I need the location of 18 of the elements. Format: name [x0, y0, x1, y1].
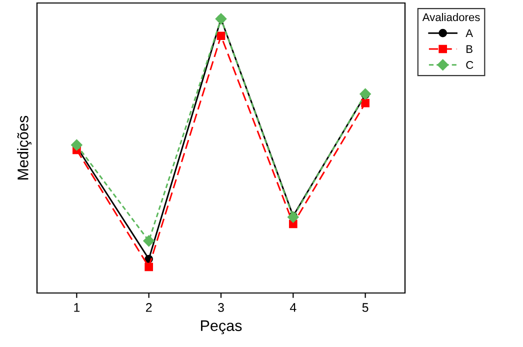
x-axis-title: Peças [201, 320, 242, 334]
point [216, 32, 226, 40]
x-tick-label: 2 [146, 303, 152, 312]
y-axis-title: Medições [17, 116, 32, 180]
legend-title: Avaliadores [422, 13, 480, 22]
point [144, 262, 154, 272]
legend-label: C [466, 61, 474, 69]
x-tick-label: 1 [74, 303, 80, 312]
legend-label: A [466, 29, 473, 37]
point [361, 98, 370, 108]
x-tick-label: 5 [362, 303, 368, 312]
legend-label: B [466, 45, 472, 53]
x-tick-label: 4 [290, 303, 296, 312]
point [288, 211, 299, 223]
x-tick-label: 3 [218, 303, 224, 312]
point [143, 235, 154, 247]
point [71, 139, 82, 151]
point [360, 88, 371, 100]
